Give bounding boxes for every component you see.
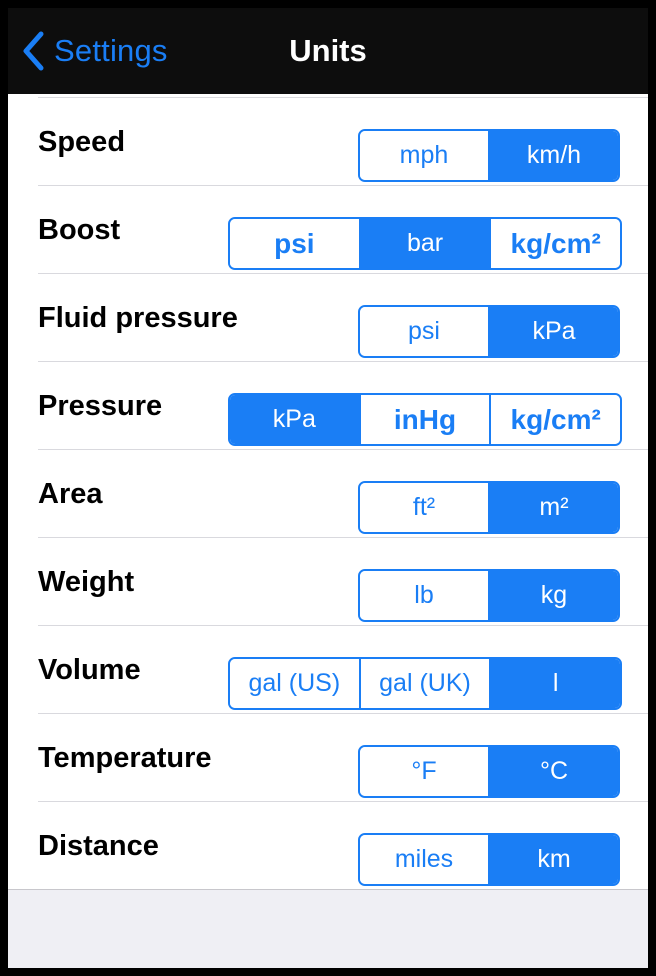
pressure-segmented-control: kPa inHg kg/cm² (228, 393, 622, 446)
divider (38, 801, 648, 802)
row-label: Pressure (38, 390, 163, 422)
settings-row-volume: Volume gal (US) gal (UK) l (8, 626, 648, 714)
segment-option[interactable]: m² (488, 483, 618, 532)
settings-row-temperature: Temperature °F °C (8, 714, 648, 802)
segment-option[interactable]: bar (358, 219, 490, 268)
divider (38, 537, 648, 538)
row-label: Boost (38, 214, 121, 246)
segment-option[interactable]: mph (360, 131, 488, 180)
segment-option[interactable]: kg (488, 571, 618, 620)
settings-row-boost: Boost psi bar kg/cm² (8, 186, 648, 274)
segment-option[interactable]: °C (488, 747, 618, 796)
volume-segmented-control: gal (US) gal (UK) l (228, 657, 622, 710)
segment-option[interactable]: kg/cm² (489, 219, 620, 268)
segment-option[interactable]: kg/cm² (489, 395, 620, 444)
segment-option[interactable]: lb (360, 571, 488, 620)
settings-row-area: Area ft² m² (8, 450, 648, 538)
segment-option[interactable]: km/h (488, 131, 618, 180)
settings-row-distance: Distance miles km (8, 802, 648, 890)
row-label: Volume (38, 654, 141, 686)
row-label: Fluid pressure (38, 302, 238, 334)
segment-option[interactable]: °F (360, 747, 488, 796)
row-label: Distance (38, 830, 159, 862)
segment-option[interactable]: psi (230, 219, 359, 268)
segment-option[interactable]: kPa (230, 395, 359, 444)
segment-option[interactable]: kPa (488, 307, 618, 356)
row-label: Area (38, 478, 103, 510)
divider (38, 713, 648, 714)
divider (38, 449, 648, 450)
segment-option[interactable]: miles (360, 835, 488, 884)
settings-row-pressure: Pressure kPa inHg kg/cm² (8, 362, 648, 450)
segment-option[interactable]: psi (360, 307, 488, 356)
back-button-label: Settings (54, 33, 168, 68)
speed-segmented-control: mph km/h (358, 129, 620, 182)
units-screen: Settings Units Speed mph km/h Boost psi bar kg… (8, 8, 648, 968)
divider (38, 97, 648, 98)
row-label: Weight (38, 566, 135, 598)
divider (38, 625, 648, 626)
settings-row-speed: Speed mph km/h (8, 98, 648, 186)
back-button[interactable]: Settings (22, 28, 168, 74)
boost-segmented-control: psi bar kg/cm² (228, 217, 622, 270)
settings-row-weight: Weight lb kg (8, 538, 648, 626)
row-label: Temperature (38, 742, 212, 774)
chevron-left-icon (23, 31, 44, 71)
temperature-segmented-control: °F °C (358, 745, 620, 798)
divider (38, 273, 648, 274)
segment-option[interactable]: l (489, 659, 620, 708)
area-segmented-control: ft² m² (358, 481, 620, 534)
segment-option[interactable]: gal (US) (230, 659, 359, 708)
units-table: Speed mph km/h Boost psi bar kg/cm² Fluid press… (8, 94, 648, 890)
divider (38, 185, 648, 186)
segment-option[interactable]: km (488, 835, 618, 884)
distance-segmented-control: miles km (358, 833, 620, 886)
page-title: Units (289, 33, 367, 68)
segment-option[interactable]: inHg (358, 395, 490, 444)
segment-option[interactable]: gal (UK) (358, 659, 490, 708)
weight-segmented-control: lb kg (358, 569, 620, 622)
divider (38, 361, 648, 362)
row-label: Speed (38, 126, 126, 158)
settings-row-fluid-pressure: Fluid pressure psi kPa (8, 274, 648, 362)
fluid-pressure-segmented-control: psi kPa (358, 305, 620, 358)
navigation-bar: Settings Units (8, 8, 648, 94)
segment-option[interactable]: ft² (360, 483, 488, 532)
